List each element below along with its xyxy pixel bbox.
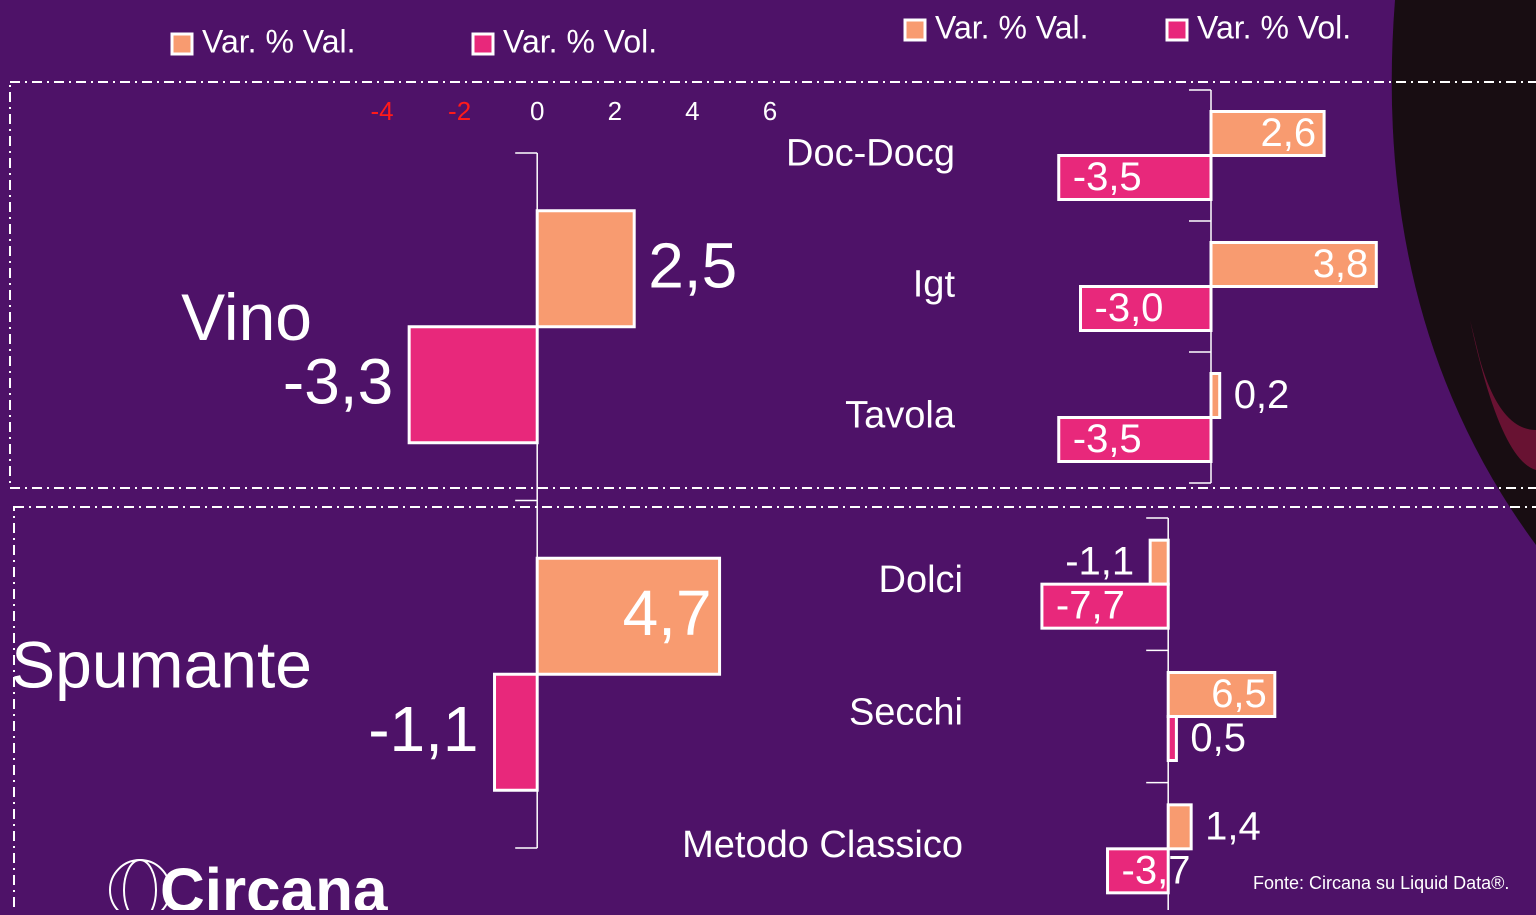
category-label: Metodo Classico bbox=[682, 824, 963, 866]
value-label: 1,4 bbox=[1205, 804, 1261, 848]
value-label: 2,5 bbox=[648, 230, 737, 302]
legend-swatch bbox=[172, 34, 192, 54]
legend-label: Var. % Val. bbox=[935, 9, 1089, 45]
legend-swatch bbox=[1167, 20, 1187, 40]
category-label: Spumante bbox=[11, 628, 312, 702]
value-label: -3,0 bbox=[1095, 286, 1164, 330]
legend-label: Var. % Vol. bbox=[503, 23, 657, 59]
value-label: 4,7 bbox=[623, 577, 712, 649]
value-label: 6,5 bbox=[1211, 672, 1267, 716]
value-label: 3,8 bbox=[1313, 242, 1369, 286]
legend-label: Var. % Vol. bbox=[1197, 9, 1351, 45]
x-tick-label: 6 bbox=[763, 96, 777, 126]
value-label: -3,5 bbox=[1073, 417, 1142, 461]
category-label: Secchi bbox=[849, 692, 963, 734]
value-label: -1,1 bbox=[1065, 540, 1134, 584]
value-label: -3,3 bbox=[283, 346, 393, 418]
x-tick-label: 4 bbox=[685, 96, 699, 126]
logo-text: Circana bbox=[160, 856, 388, 910]
bar bbox=[537, 211, 634, 327]
legend-swatch bbox=[473, 34, 493, 54]
legend-swatch bbox=[905, 20, 925, 40]
value-label: 2,6 bbox=[1260, 111, 1316, 155]
bar bbox=[1168, 717, 1176, 761]
category-label: Vino bbox=[181, 280, 312, 354]
bar bbox=[495, 674, 538, 790]
category-label: Igt bbox=[913, 264, 956, 306]
category-label: Tavola bbox=[845, 395, 956, 437]
bar bbox=[1168, 805, 1191, 849]
value-label: -3,7 bbox=[1122, 848, 1191, 892]
category-label: Dolci bbox=[879, 559, 963, 601]
value-label: 0,2 bbox=[1234, 373, 1290, 417]
infographic: Circana Fonte: Circana su Liquid Data®. … bbox=[0, 0, 1536, 910]
legend-label: Var. % Val. bbox=[202, 23, 356, 59]
value-label: -3,5 bbox=[1073, 155, 1142, 199]
value-label: 0,5 bbox=[1190, 716, 1246, 760]
bar bbox=[1150, 540, 1168, 584]
x-tick-label: 0 bbox=[530, 96, 544, 126]
page: Circana Fonte: Circana su Liquid Data®. … bbox=[0, 0, 1536, 910]
category-label: Doc-Docg bbox=[786, 133, 955, 175]
x-tick-label: -4 bbox=[370, 96, 393, 126]
x-tick-label: -2 bbox=[448, 96, 471, 126]
value-label: -1,1 bbox=[368, 693, 478, 765]
source: Fonte: Circana su Liquid Data®. bbox=[1253, 873, 1509, 893]
bar bbox=[409, 327, 537, 443]
x-tick-label: 2 bbox=[608, 96, 622, 126]
bar bbox=[1211, 374, 1220, 418]
value-label: -7,7 bbox=[1056, 584, 1125, 628]
